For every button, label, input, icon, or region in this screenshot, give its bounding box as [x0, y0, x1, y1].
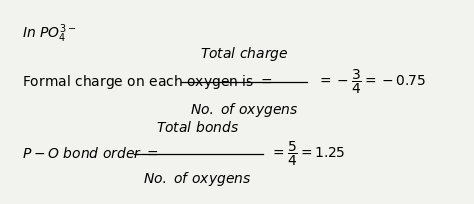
Text: In $PO_4^{3-}$: In $PO_4^{3-}$	[21, 23, 76, 45]
Text: $Total\ charge$: $Total\ charge$	[200, 45, 288, 63]
Text: $= -\dfrac{3}{4} = -0.75$: $= -\dfrac{3}{4} = -0.75$	[317, 68, 426, 96]
Text: $= \dfrac{5}{4} = 1.25$: $= \dfrac{5}{4} = 1.25$	[270, 139, 345, 168]
Text: Formal charge on each oxygen is $=$: Formal charge on each oxygen is $=$	[21, 73, 272, 91]
Text: $P - O$ bond order $=$: $P - O$ bond order $=$	[21, 146, 158, 161]
Text: $Total\ bonds$: $Total\ bonds$	[155, 120, 239, 135]
Text: $No.\ of\ oxygens$: $No.\ of\ oxygens$	[190, 101, 298, 119]
Text: $No.\ of\ oxygens$: $No.\ of\ oxygens$	[143, 170, 251, 188]
